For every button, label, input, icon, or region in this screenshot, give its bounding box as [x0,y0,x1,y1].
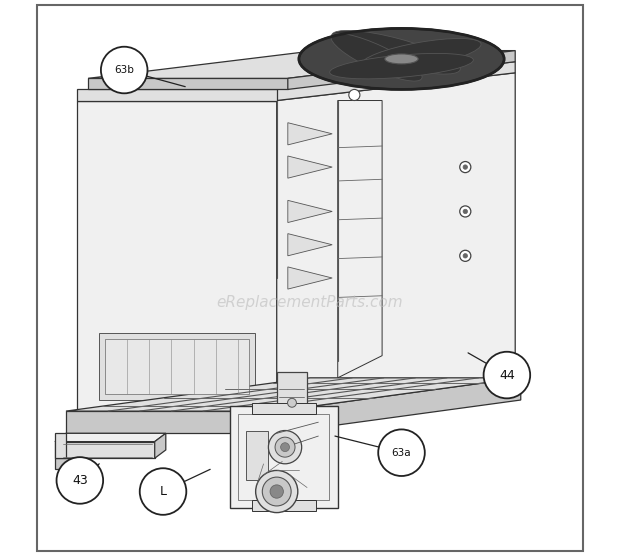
Ellipse shape [385,54,418,64]
Circle shape [255,470,298,513]
Text: eReplacementParts.com: eReplacementParts.com [216,295,404,310]
Circle shape [262,477,291,506]
Polygon shape [277,373,308,411]
Text: 63a: 63a [392,448,411,458]
Polygon shape [77,90,277,101]
Polygon shape [252,500,316,511]
Polygon shape [155,433,166,458]
Polygon shape [66,378,521,411]
Polygon shape [288,234,332,256]
Circle shape [463,254,467,258]
Polygon shape [288,123,332,145]
Polygon shape [66,411,277,433]
Circle shape [460,206,471,217]
Circle shape [56,457,103,504]
Polygon shape [55,433,66,458]
Polygon shape [252,403,316,414]
Ellipse shape [332,31,461,74]
Polygon shape [288,267,332,289]
Polygon shape [338,101,382,378]
Ellipse shape [331,33,422,81]
Polygon shape [105,339,249,394]
Text: 63b: 63b [114,65,134,75]
Polygon shape [288,200,332,222]
Polygon shape [229,405,338,508]
Polygon shape [288,156,332,178]
Ellipse shape [299,28,504,90]
Circle shape [270,485,283,498]
Polygon shape [277,62,515,101]
Polygon shape [246,430,268,480]
Circle shape [460,162,471,172]
Circle shape [463,209,467,214]
Ellipse shape [361,38,481,71]
Polygon shape [55,433,166,441]
Text: 44: 44 [499,369,515,381]
Circle shape [275,437,295,457]
Ellipse shape [330,53,473,79]
Circle shape [484,352,530,398]
Circle shape [281,443,290,451]
Circle shape [378,429,425,476]
Polygon shape [88,51,515,78]
Circle shape [101,47,148,93]
Polygon shape [277,378,521,433]
Circle shape [268,430,302,464]
Circle shape [463,165,467,169]
Polygon shape [77,101,277,411]
Polygon shape [277,73,515,411]
Circle shape [288,398,296,407]
Text: 43: 43 [72,474,87,487]
Text: L: L [159,485,167,498]
Circle shape [349,90,360,101]
Polygon shape [288,51,515,90]
Polygon shape [55,458,71,469]
Polygon shape [99,334,255,400]
Polygon shape [238,414,329,500]
Circle shape [460,250,471,261]
Circle shape [140,468,187,515]
Polygon shape [55,441,155,458]
Polygon shape [88,78,288,90]
